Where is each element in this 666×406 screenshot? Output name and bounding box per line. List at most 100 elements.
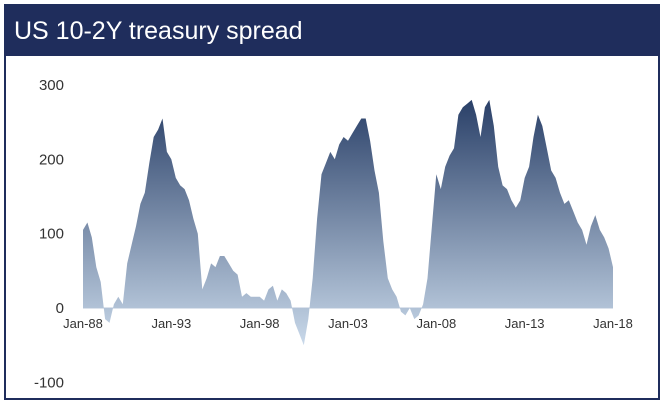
data-point bbox=[550, 170, 552, 172]
data-point bbox=[321, 173, 323, 175]
data-point bbox=[330, 151, 332, 153]
data-point bbox=[171, 159, 173, 161]
data-point bbox=[414, 318, 416, 320]
data-point bbox=[268, 289, 270, 291]
data-point bbox=[166, 151, 168, 153]
data-point bbox=[338, 144, 340, 146]
data-point bbox=[153, 136, 155, 138]
data-point bbox=[126, 263, 128, 265]
data-point bbox=[224, 255, 226, 257]
chart-frame: US 10-2Y treasury spread 300 200 100 0 -100 … bbox=[4, 4, 660, 400]
data-point bbox=[568, 199, 570, 201]
data-point bbox=[577, 222, 579, 224]
chart-plot-area: 300 200 100 0 -100 Jan-88 Jan-93 Jan-98 Jan-03 J… bbox=[6, 56, 658, 398]
data-point bbox=[612, 266, 614, 268]
x-tick-label: Jan-88 bbox=[63, 316, 103, 331]
data-point bbox=[520, 199, 522, 201]
data-point bbox=[206, 278, 208, 280]
data-point bbox=[91, 237, 93, 239]
data-point bbox=[197, 233, 199, 235]
data-point bbox=[506, 188, 508, 190]
data-point bbox=[586, 244, 588, 246]
data-point bbox=[157, 129, 159, 131]
data-point bbox=[431, 225, 433, 227]
data-point bbox=[334, 159, 336, 161]
data-point bbox=[564, 203, 566, 205]
data-point bbox=[246, 292, 248, 294]
data-point bbox=[608, 248, 610, 250]
data-point bbox=[308, 318, 310, 320]
data-point bbox=[87, 222, 89, 224]
data-point bbox=[241, 296, 243, 298]
x-tick-label: Jan-98 bbox=[240, 316, 280, 331]
data-point bbox=[383, 240, 385, 242]
data-point bbox=[277, 300, 279, 302]
data-point bbox=[290, 300, 292, 302]
data-point bbox=[590, 225, 592, 227]
data-point bbox=[325, 162, 327, 164]
x-tick-label: Jan-13 bbox=[505, 316, 545, 331]
data-point bbox=[511, 199, 513, 201]
data-point bbox=[316, 218, 318, 220]
data-point bbox=[409, 307, 411, 309]
data-point bbox=[427, 278, 429, 280]
data-point bbox=[228, 263, 230, 265]
data-point bbox=[237, 274, 239, 276]
data-point bbox=[356, 125, 358, 127]
data-point bbox=[255, 296, 257, 298]
data-point bbox=[202, 289, 204, 291]
data-point bbox=[497, 166, 499, 168]
data-point bbox=[391, 289, 393, 291]
data-point bbox=[294, 322, 296, 324]
data-point bbox=[515, 207, 517, 209]
data-point bbox=[555, 177, 557, 179]
data-point bbox=[484, 107, 486, 109]
data-point bbox=[458, 114, 460, 116]
y-tick-label: 100 bbox=[39, 226, 64, 243]
data-point bbox=[559, 192, 561, 194]
data-point bbox=[546, 147, 548, 149]
data-point bbox=[259, 296, 261, 298]
data-point bbox=[347, 140, 349, 142]
data-point bbox=[299, 333, 301, 335]
x-tick-label: Jan-18 bbox=[593, 316, 633, 331]
data-point bbox=[281, 289, 283, 291]
data-point bbox=[378, 192, 380, 194]
data-point bbox=[343, 136, 345, 138]
data-point bbox=[144, 192, 146, 194]
series-area bbox=[83, 99, 614, 346]
data-point bbox=[467, 103, 469, 105]
spread-series-area bbox=[83, 99, 613, 346]
data-point bbox=[493, 125, 495, 127]
x-tick-label: Jan-93 bbox=[151, 316, 191, 331]
data-point bbox=[149, 162, 151, 164]
data-point bbox=[599, 229, 601, 231]
data-point bbox=[361, 118, 363, 120]
chart-title: US 10-2Y treasury spread bbox=[6, 6, 658, 56]
data-point bbox=[113, 304, 115, 306]
data-point bbox=[272, 285, 274, 287]
data-point bbox=[422, 304, 424, 306]
data-point bbox=[135, 225, 137, 227]
y-tick-label: -100 bbox=[34, 374, 64, 391]
data-point bbox=[122, 304, 124, 306]
data-point bbox=[210, 263, 212, 265]
data-point bbox=[193, 218, 195, 220]
y-tick-label: 0 bbox=[56, 300, 64, 317]
data-point bbox=[440, 188, 442, 190]
data-point bbox=[215, 266, 217, 268]
data-point bbox=[285, 292, 287, 294]
data-point bbox=[462, 107, 464, 109]
data-point bbox=[365, 118, 367, 120]
data-point bbox=[374, 170, 376, 172]
x-tick-label: Jan-03 bbox=[328, 316, 368, 331]
data-point bbox=[352, 133, 354, 135]
data-point bbox=[104, 318, 106, 320]
y-axis: 300 200 100 0 -100 bbox=[34, 77, 64, 391]
data-point bbox=[387, 278, 389, 280]
data-point bbox=[471, 99, 473, 101]
data-point bbox=[595, 214, 597, 216]
data-point bbox=[480, 136, 482, 138]
data-point bbox=[444, 166, 446, 168]
